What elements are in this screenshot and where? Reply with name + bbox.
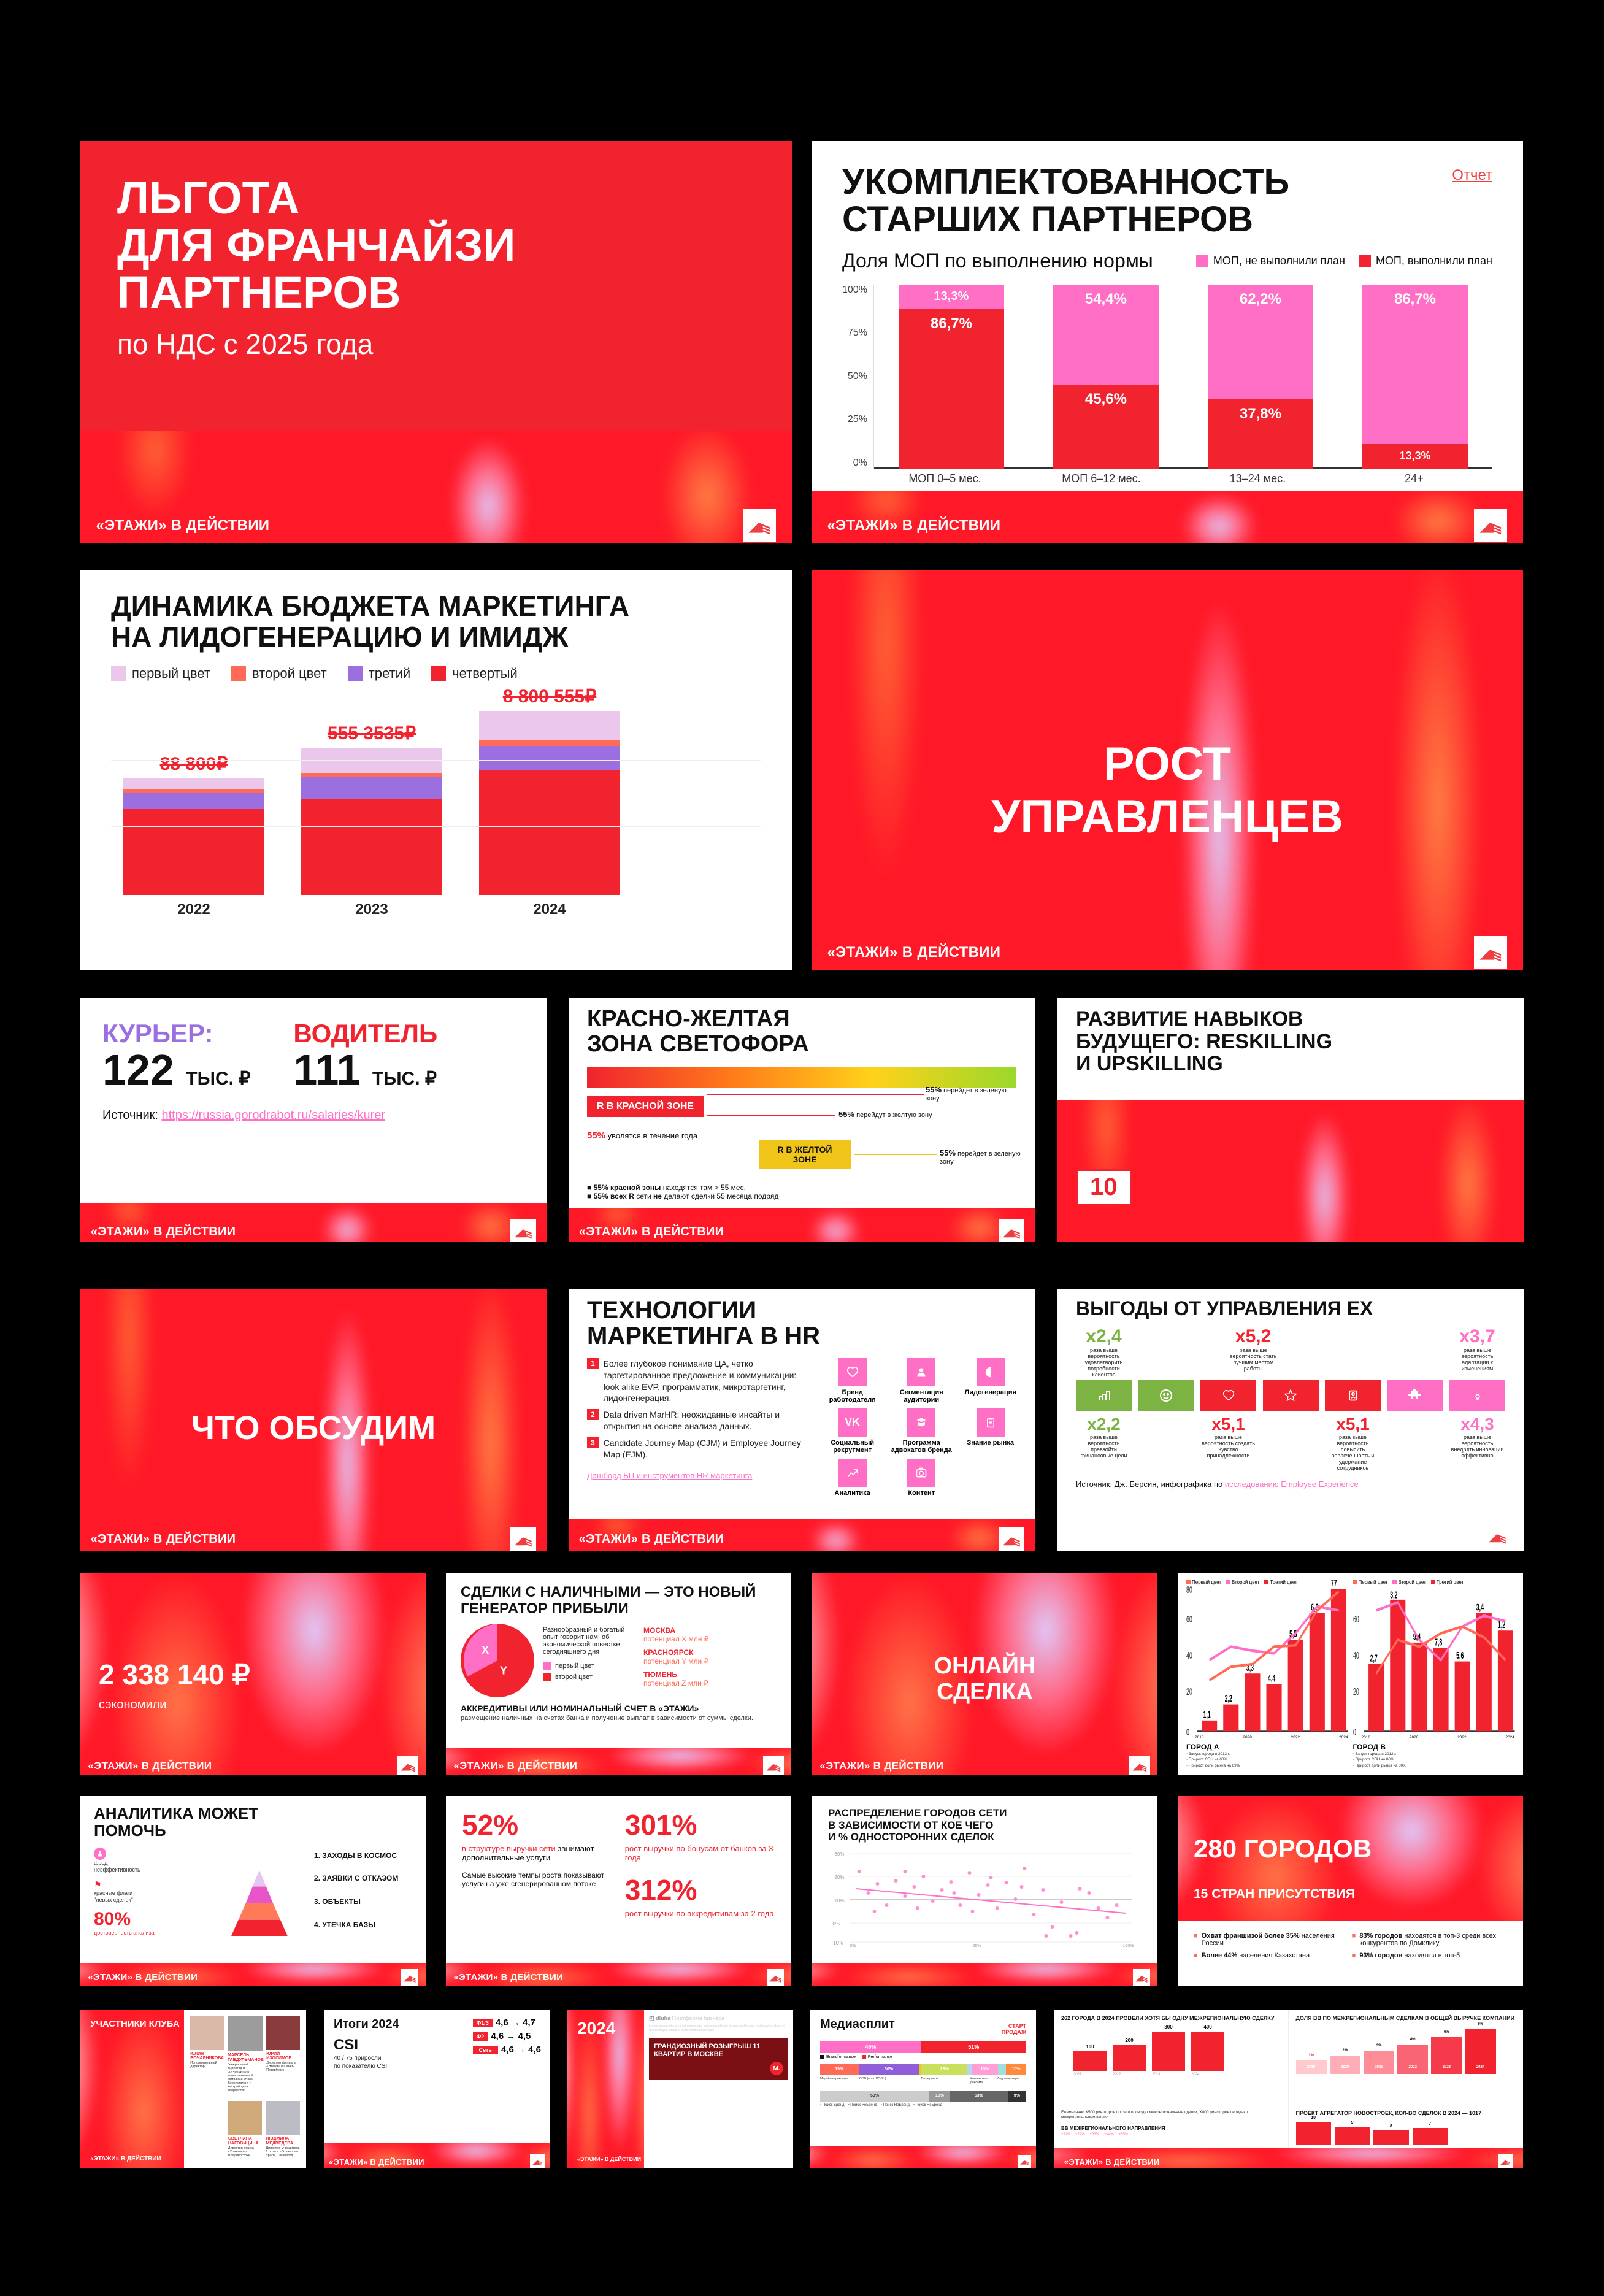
svg-text:0%: 0% — [833, 1921, 840, 1927]
svg-text:2,7: 2,7 — [1370, 1653, 1377, 1664]
svg-text:60: 60 — [1353, 1614, 1359, 1625]
svg-text:77: 77 — [1331, 1578, 1337, 1589]
svg-text:-10%: -10% — [832, 1940, 843, 1946]
svg-text:3,4: 3,4 — [1476, 1602, 1483, 1613]
svg-text:60: 60 — [1186, 1614, 1192, 1625]
svg-text:Y: Y — [500, 1664, 508, 1676]
svg-text:0%: 0% — [850, 1944, 856, 1948]
svg-text:30%: 30% — [835, 1851, 845, 1857]
svg-text:20: 20 — [1353, 1687, 1359, 1697]
svg-text:10%: 10% — [835, 1898, 845, 1903]
svg-text:3,2: 3,2 — [1390, 1590, 1397, 1600]
svg-text:20: 20 — [1186, 1687, 1192, 1697]
svg-text:40: 40 — [1186, 1651, 1192, 1661]
svg-text:4,4: 4,4 — [1268, 1673, 1275, 1684]
svg-text:0: 0 — [1186, 1727, 1189, 1737]
svg-text:20%: 20% — [835, 1875, 845, 1880]
svg-text:2,2: 2,2 — [1225, 1694, 1232, 1704]
svg-text:7,8: 7,8 — [1435, 1637, 1442, 1648]
svg-text:5,6: 5,6 — [1456, 1651, 1464, 1661]
svg-text:X: X — [482, 1643, 489, 1656]
svg-text:80: 80 — [1186, 1584, 1192, 1595]
svg-text:40: 40 — [1353, 1651, 1359, 1661]
svg-text:1,1: 1,1 — [1203, 1710, 1211, 1720]
svg-text:0: 0 — [1353, 1727, 1356, 1737]
svg-text:100%: 100% — [1123, 1944, 1134, 1948]
svg-text:55%: 55% — [973, 1944, 981, 1948]
